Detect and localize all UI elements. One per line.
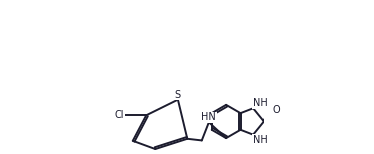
Text: Cl: Cl [115, 110, 125, 120]
Text: S: S [175, 90, 181, 100]
Text: NH: NH [253, 135, 268, 145]
Text: HN: HN [202, 112, 216, 122]
Text: O: O [273, 105, 280, 115]
Text: NH: NH [253, 98, 268, 108]
